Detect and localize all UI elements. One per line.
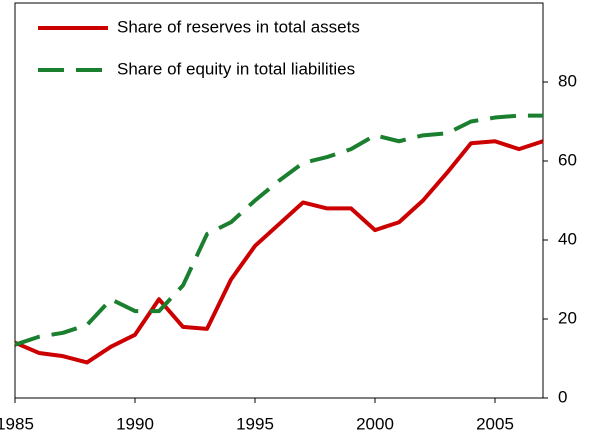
y-tick-label: 60 (558, 150, 577, 169)
plot-frame (14, 2, 544, 399)
x-tick-label: 1995 (236, 414, 274, 433)
x-tick-label: 1985 (0, 414, 34, 433)
x-tick-label: 1990 (116, 414, 154, 433)
y-tick-label: 20 (558, 308, 577, 327)
y-tick-label: 0 (558, 387, 567, 406)
y-tick-label: 40 (558, 229, 577, 248)
y-tick-label: 80 (558, 71, 577, 90)
x-tick-label: 2000 (356, 414, 394, 433)
legend-label: Share of reserves in total assets (117, 17, 360, 36)
series-line (14, 139, 544, 365)
series-line (14, 113, 543, 347)
x-tick-label: 2005 (476, 414, 514, 433)
legend-label: Share of equity in total liabilities (117, 59, 355, 78)
